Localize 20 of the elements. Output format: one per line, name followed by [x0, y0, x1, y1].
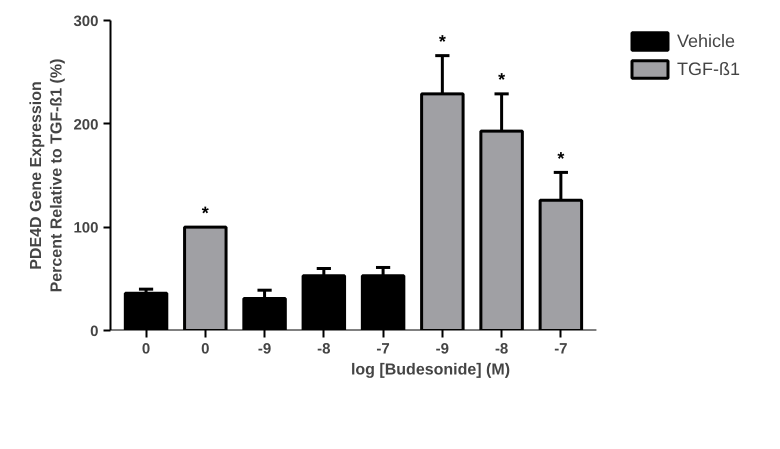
- legend-label: Vehicle: [677, 30, 736, 52]
- x-tick-label: -7: [554, 340, 568, 358]
- y-tick-label: 200: [73, 116, 99, 134]
- x-tick-label: -8: [494, 340, 508, 358]
- x-tick-label: -7: [376, 340, 390, 358]
- data-label: *: [202, 203, 209, 224]
- data-label: *: [557, 148, 564, 168]
- legend-label: TGF-ß1: [677, 58, 740, 80]
- y-tick-label: 0: [90, 323, 98, 340]
- data-label: *: [438, 32, 446, 52]
- x-axis-title: log [Budesonide] (M): [350, 362, 510, 378]
- y-axis-title: PDE4D Gene Expression Percent Relative to TGF-ß1 (%): [28, 58, 66, 292]
- x-tick-label: -8: [317, 340, 331, 358]
- x-tick-label: -9: [436, 340, 450, 358]
- x-tick-label: 0: [142, 340, 150, 358]
- x-tick-label: -9: [258, 340, 272, 358]
- y-tick-label: 100: [73, 220, 99, 237]
- y-tick-label: 300: [73, 13, 99, 30]
- data-label: *: [498, 70, 506, 90]
- x-tick-label: 0: [201, 340, 210, 358]
